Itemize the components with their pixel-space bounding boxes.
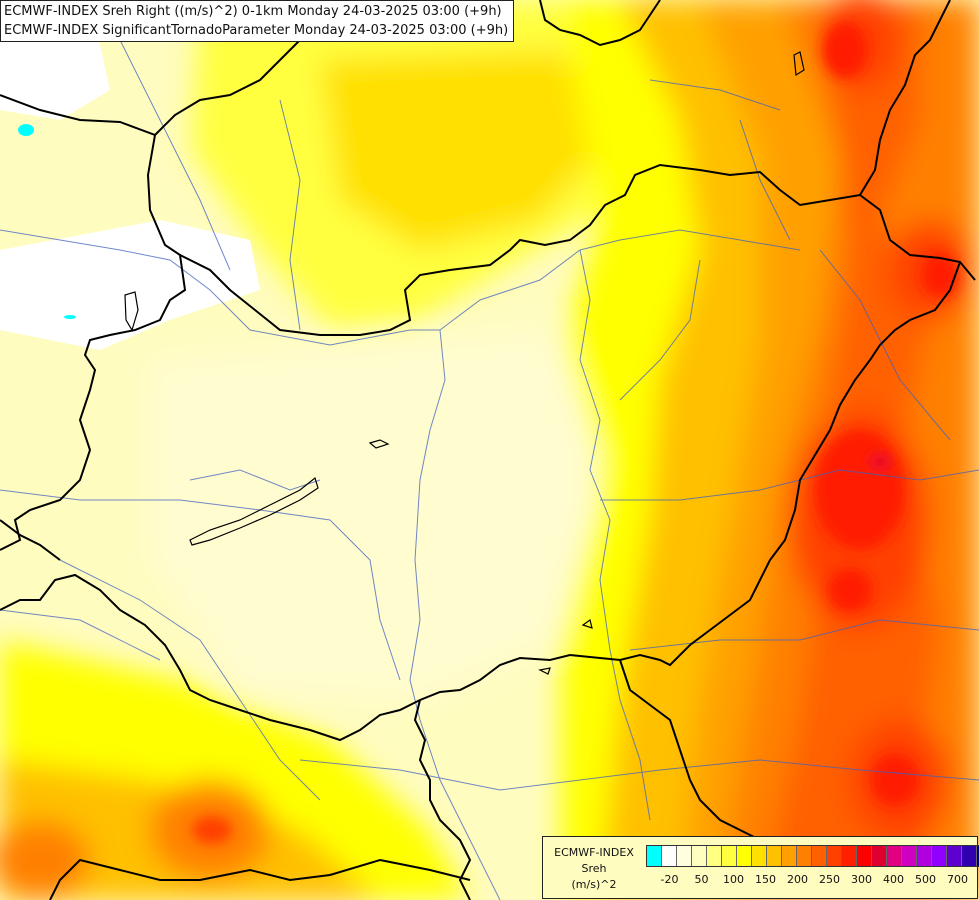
legend-tick-label: 150 <box>755 873 776 886</box>
legend-swatch <box>842 846 857 866</box>
legend-swatch <box>737 846 752 866</box>
legend-swatch <box>647 846 662 866</box>
legend-swatch <box>782 846 797 866</box>
legend-swatch <box>722 846 737 866</box>
legend-swatch <box>977 846 979 866</box>
legend-tick-label: 400 <box>883 873 904 886</box>
legend-swatch <box>827 846 842 866</box>
legend-swatch <box>902 846 917 866</box>
legend-tick-label: 50 <box>694 873 709 886</box>
legend-tick-label: 700 <box>947 873 968 886</box>
legend-swatch <box>872 846 887 866</box>
legend-swatch <box>962 846 977 866</box>
legend-swatch <box>662 846 677 866</box>
legend-swatch <box>932 846 947 866</box>
map-title-line-1: ECMWF-INDEX Sreh Right ((m/s)^2) 0-1km M… <box>4 4 502 19</box>
legend-tick-label: 200 <box>787 873 808 886</box>
legend-swatch <box>677 846 692 866</box>
map-title-box: ECMWF-INDEX Sreh Right ((m/s)^2) 0-1km M… <box>0 0 514 42</box>
legend-tick-label: 250 <box>819 873 840 886</box>
rivers <box>0 39 979 900</box>
legend-swatch <box>857 846 872 866</box>
legend-swatch <box>692 846 707 866</box>
lakes <box>124 51 805 675</box>
legend-swatch <box>887 846 902 866</box>
map-title-line-2: ECMWF-INDEX SignificantTornadoParameter … <box>4 23 509 38</box>
legend-tick-label: 100 <box>723 873 744 886</box>
legend-swatch <box>752 846 767 866</box>
legend-label: ECMWF-INDEX Sreh (m/s)^2 <box>547 845 641 893</box>
legend-swatch <box>797 846 812 866</box>
legend-swatch <box>947 846 962 866</box>
legend-tick-label: 300 <box>851 873 872 886</box>
legend-swatch <box>767 846 782 866</box>
color-legend: ECMWF-INDEX Sreh (m/s)^2 -20 50 100 150 200 2… <box>542 836 979 899</box>
legend-unit: (m/s)^2 <box>571 878 617 891</box>
legend-swatch <box>812 846 827 866</box>
legend-color-scale <box>646 845 979 867</box>
legend-tick-labels: -20 50 100 150 200 250 300 400 500 700 <box>646 873 976 889</box>
legend-tick-label: -20 <box>660 873 679 886</box>
legend-variable: Sreh <box>581 862 607 875</box>
legend-model: ECMWF-INDEX <box>554 846 634 859</box>
legend-swatch <box>917 846 932 866</box>
legend-swatch <box>707 846 722 866</box>
legend-tick-label: 500 <box>915 873 936 886</box>
